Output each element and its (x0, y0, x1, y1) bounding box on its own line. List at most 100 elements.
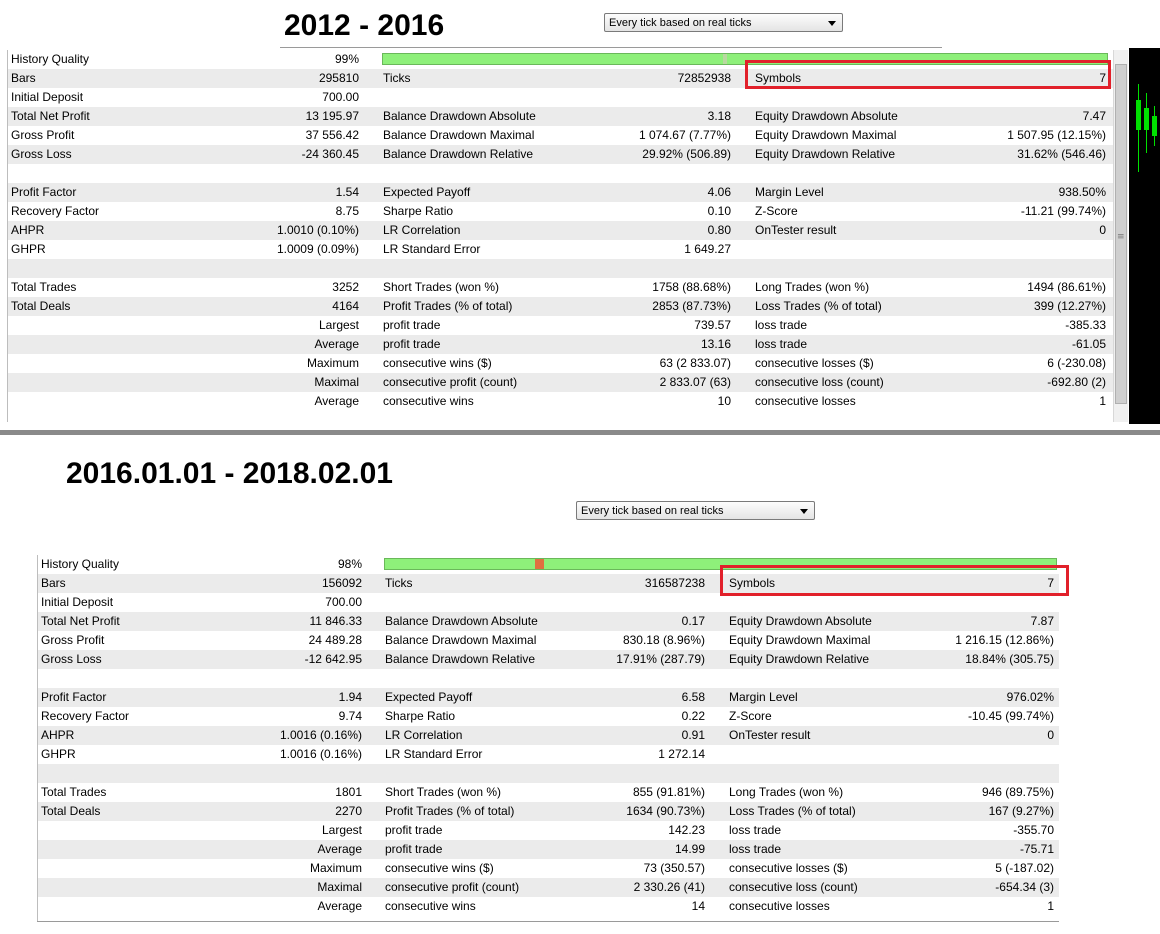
cell-value3: 1 (1099, 394, 1106, 408)
cell-label3: loss trade (729, 842, 782, 856)
cell-value1: 700.00 (322, 90, 359, 104)
cell-value1: 1.94 (338, 690, 362, 704)
cell-value2: 142.23 (668, 823, 705, 837)
cell-label3: loss trade (755, 318, 808, 332)
report-row: Total Deals 4164 Profit Trades (% of total… (7, 297, 1113, 316)
history-quality-gap-mark (535, 559, 544, 569)
cell-value2 (547, 164, 731, 183)
report-row: Gross Loss -24 360.45 Balance Drawdown Rel… (7, 145, 1113, 164)
bottom-report-bottom-border (37, 921, 1059, 922)
report-row: Profit Factor 1.94 Expected Payoff 6.58 Marg… (37, 688, 1059, 707)
cell-label3: Margin Level (755, 185, 824, 199)
cell-label2: LR Correlation (383, 223, 461, 237)
cell-label3: Margin Level (729, 690, 798, 704)
cell-value1-qualifier: Largest (318, 318, 359, 332)
cell-value3 (897, 764, 1054, 783)
report-row: Average consecutive wins 10 consecutive los… (7, 392, 1113, 411)
cell-value2: 1 649.27 (684, 242, 731, 256)
bottom-period-title: 2016.01.01 - 2018.02.01 (66, 457, 393, 490)
cell-value1: 295810 (318, 71, 359, 85)
cell-value2 (547, 764, 705, 783)
price-chart-strip (1129, 48, 1160, 424)
cell-label1: AHPR (11, 223, 45, 237)
cell-label3: Equity Drawdown Relative (729, 652, 870, 666)
cell-value3: -654.34 (3) (995, 880, 1054, 894)
report-row: Total Deals 2270 Profit Trades (% of total… (37, 802, 1059, 821)
report-row: Maximum consecutive wins ($) 73 (350.57) co… (37, 859, 1059, 878)
cell-value1: 1.0009 (0.09%) (276, 242, 359, 256)
cell-label2: Ticks (385, 576, 413, 590)
cell-label1: Total Deals (11, 299, 71, 313)
cell-label1: Gross Loss (11, 147, 72, 161)
cell-value3: 167 (9.27%) (988, 804, 1054, 818)
cell-label1 (11, 354, 211, 373)
cell-value3: 7 (1047, 576, 1054, 590)
top-report-scrollbar[interactable]: ≡ (1113, 50, 1128, 422)
cell-value2: 1758 (88.68%) (652, 280, 731, 294)
cell-label2: Short Trades (won %) (385, 785, 502, 799)
report-row: Average consecutive wins 14 consecutive los… (37, 897, 1059, 916)
cell-value3: -75.71 (1019, 842, 1054, 856)
top-scroll-thumb[interactable] (1115, 64, 1127, 404)
cell-value2: 2853 (87.73%) (652, 299, 731, 313)
cell-label3: consecutive loss (count) (755, 375, 884, 389)
cell-label3: Symbols (729, 576, 776, 590)
cell-label3: Z-Score (755, 204, 798, 218)
cell-label1: Gross Loss (41, 652, 102, 666)
cell-value3: 18.84% (305.75) (965, 652, 1054, 666)
report-row: Maximum consecutive wins ($) 63 (2 833.07)… (7, 354, 1113, 373)
top-model-select-value: Every tick based on real ticks (609, 17, 752, 29)
cell-label1: Total Trades (11, 280, 77, 294)
grip-icon: ≡ (1117, 232, 1125, 242)
cell-label1 (11, 164, 211, 183)
cell-value1 (207, 259, 359, 278)
cell-label2: consecutive profit (count) (385, 880, 520, 894)
cell-label2: profit trade (385, 842, 443, 856)
cell-label1: Initial Deposit (11, 90, 84, 104)
report-row: GHPR 1.0016 (0.16%) LR Standard Error 1 272… (37, 745, 1059, 764)
report-row: Initial Deposit 700.00 (37, 593, 1059, 612)
cell-label3: Loss Trades (% of total) (755, 299, 882, 313)
cell-label2: Profit Trades (% of total) (383, 299, 513, 313)
cell-label2: consecutive wins (383, 394, 474, 408)
cell-label1: Total Trades (41, 785, 107, 799)
cell-value2: 13.16 (700, 337, 731, 351)
cell-value2: 316587238 (644, 576, 705, 590)
cell-value2: 14 (691, 899, 705, 913)
cell-label3: consecutive losses (729, 899, 830, 913)
cell-value3: 7 (1099, 71, 1106, 85)
cell-label1: Total Deals (41, 804, 101, 818)
cell-label3: Long Trades (won %) (755, 280, 870, 294)
cell-label3: Equity Drawdown Relative (755, 147, 896, 161)
cell-value2: 0.80 (707, 223, 731, 237)
cell-value1-qualifier: Largest (321, 823, 362, 837)
cell-value1 (207, 164, 359, 183)
report-row: AHPR 1.0016 (0.16%) LR Correlation 0.91 OnTe… (37, 726, 1059, 745)
cell-value1 (207, 669, 362, 688)
bottom-report-left-border (37, 555, 38, 922)
bottom-model-select[interactable]: Every tick based on real ticks (576, 501, 815, 520)
cell-label1: GHPR (41, 747, 76, 761)
cell-value1: 3252 (332, 280, 359, 294)
cell-label1: Initial Deposit (41, 595, 114, 609)
history-quality-gap-mark (723, 54, 727, 64)
history-quality-label: History Quality (11, 52, 90, 66)
report-row (37, 669, 1059, 688)
cell-value2: 3.18 (707, 109, 731, 123)
cell-label2: consecutive wins ($) (385, 861, 494, 875)
history-quality-value: 99% (334, 52, 359, 66)
top-model-select[interactable]: Every tick based on real ticks (604, 13, 843, 32)
cell-value1: 2270 (335, 804, 362, 818)
cell-label1 (11, 335, 211, 354)
cell-value1: -24 360.45 (301, 147, 359, 161)
cell-label1: Total Net Profit (11, 109, 90, 123)
cell-label3: OnTester result (755, 223, 837, 237)
cell-value2: 1 272.14 (658, 747, 705, 761)
report-row: Maximal consecutive profit (count) 2 833.0… (7, 373, 1113, 392)
top-period-title: 2012 - 2016 (284, 9, 445, 42)
cell-label2: LR Standard Error (383, 242, 481, 256)
cell-label2: Expected Payoff (383, 185, 471, 199)
report-row: Total Trades 1801 Short Trades (won %) 855 … (37, 783, 1059, 802)
cell-value2: 2 833.07 (63) (659, 375, 731, 389)
report-row: Total Net Profit 11 846.33 Balance Drawdow… (37, 612, 1059, 631)
